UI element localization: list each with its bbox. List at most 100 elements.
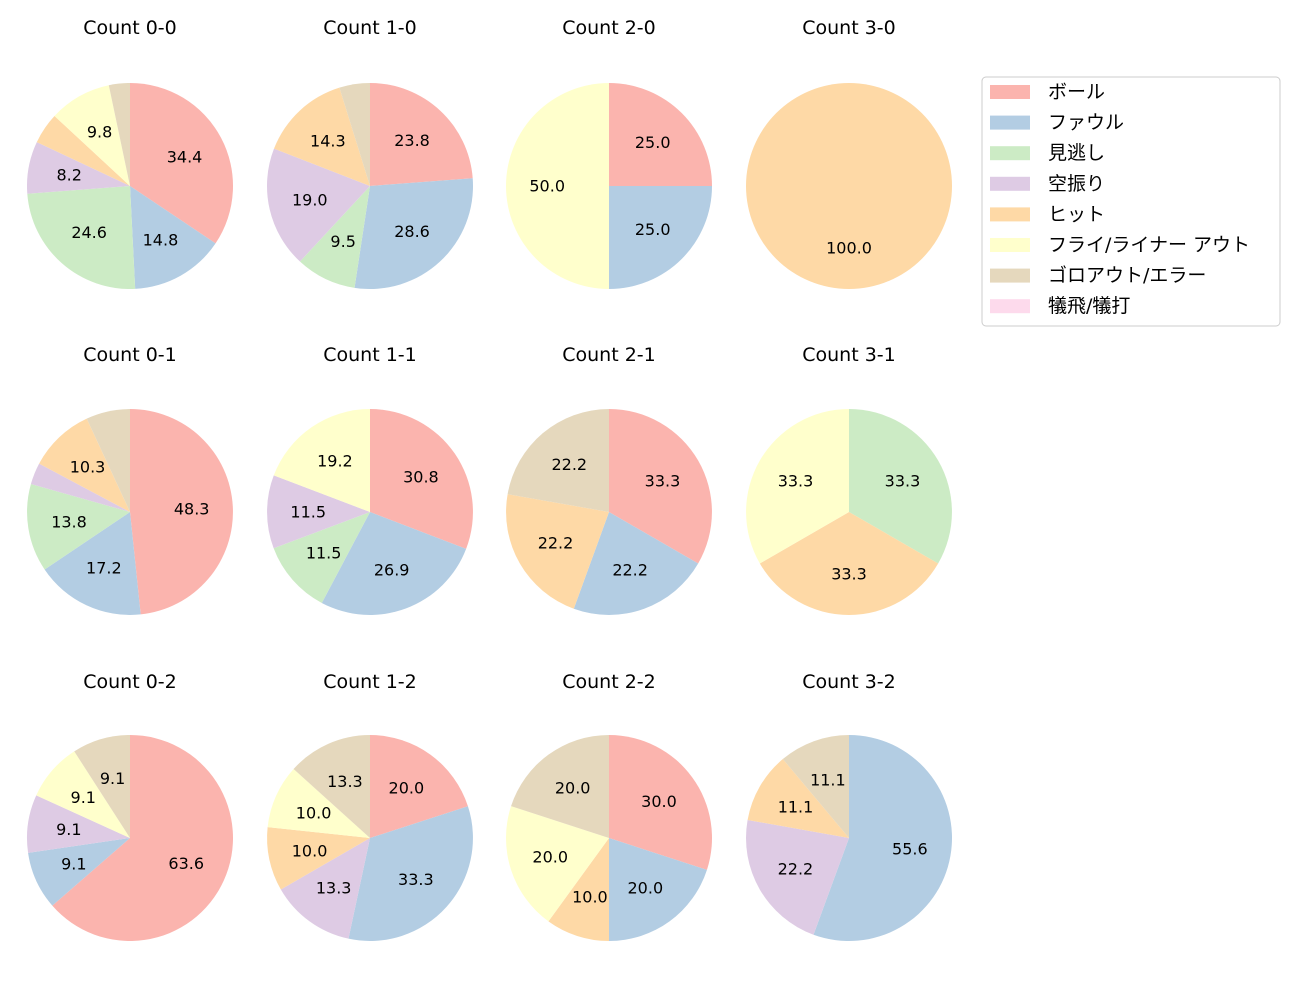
slice-value-label: 8.2 [56,165,81,184]
slice-value-label: 26.9 [374,560,410,579]
slice-value-label: 19.0 [292,190,328,209]
slice-value-label: 11.5 [290,502,326,521]
slice-value-label: 14.8 [143,230,179,249]
pie-title: Count 1-2 [323,671,417,693]
legend-swatch [990,85,1030,99]
pie-slice [370,83,473,186]
slice-value-label: 13.3 [316,878,352,897]
slice-value-label: 9.1 [61,854,86,873]
pie-slice [573,512,699,615]
pie-slice [267,148,370,262]
pie-slice [849,409,952,564]
pie-slice [813,735,952,941]
legend-swatch [990,146,1030,161]
slice-value-label: 9.1 [56,820,81,839]
legend-label: 空振り [1048,173,1105,195]
pie-title: Count 0-0 [83,17,177,39]
slice-value-label: 50.0 [529,177,565,196]
pie-slice [506,83,609,289]
pie-slice [28,838,130,906]
legend-swatch [990,268,1030,283]
legend-label: ヒット [1048,203,1105,225]
pie-slice [293,735,370,838]
pie-slice [280,838,370,939]
pie-slice [27,142,130,194]
slice-value-label: 33.3 [398,870,434,889]
pie-slice [609,409,712,564]
pie-title: Count 3-2 [802,671,896,693]
pie-slice [74,735,130,838]
pie-slice [108,83,130,186]
pie-slice [609,735,712,870]
slice-value-label: 30.0 [641,792,677,811]
pie-title: Count 1-1 [323,344,417,366]
legend-label: ファウル [1048,112,1124,134]
pie-panels: Count 0-0 34.4 14.8 24.6 8.2 9.8 Count 1-0 23.8… [27,17,952,941]
slice-value-label: 13.3 [327,772,363,791]
legend-frame [981,76,1281,327]
slice-value-label: 33.3 [778,472,814,491]
pie-title: Count 3-1 [802,344,896,366]
pie-panel: Count 2-0 25.0 25.0 50.0 [506,17,712,289]
pie-slice [27,186,136,289]
pie-slice [27,484,130,570]
legend-label: ゴロアウト/エラー [1048,265,1206,287]
pie-slice [782,735,849,838]
pie-title: Count 3-0 [802,17,896,39]
pie-panel: Count 1-1 30.8 26.9 11.5 11.5 19.2 [267,344,473,615]
pie-panel: Count 2-1 33.3 22.2 22.2 22.2 [506,344,712,615]
pie-panel: Count 2-2 30.0 20.0 10.0 20.0 20.0 [506,671,712,941]
slice-value-label: 9.8 [87,123,112,142]
pie-slice [44,512,141,615]
pie-panel: Count 1-2 20.0 33.3 13.3 10.0 10.0 13.3 [267,671,473,941]
slice-value-label: 20.0 [532,848,568,867]
pie-title: Count 2-1 [562,344,656,366]
slice-value-label: 30.8 [403,468,439,487]
pie-title: Count 2-2 [562,671,656,693]
pie-slice [506,806,609,922]
slice-value-label: 22.2 [612,561,648,580]
slice-value-label: 100.0 [826,238,872,257]
pie-slice [609,838,707,941]
pie-slice [267,475,370,549]
pie-slice [273,87,370,186]
pie-slice [507,409,609,512]
pie-slice [30,463,130,512]
slice-value-label: 10.0 [292,841,328,860]
pie-slice [506,494,609,609]
legend-label: ボール [1048,81,1105,103]
slice-value-label: 33.3 [885,472,921,491]
pie-slice [511,735,609,838]
pie-slice [39,418,131,512]
pie-title: Count 0-2 [83,671,177,693]
pie-slice [746,409,849,564]
pie-slice [54,85,130,186]
legend-swatch [990,176,1030,191]
pie-slice [609,83,712,186]
pie-panel: Count 0-0 34.4 14.8 24.6 8.2 9.8 [27,17,233,289]
pie-slice [746,819,849,935]
slice-value-label: 23.8 [394,131,430,150]
pie-panel: Count 0-1 48.3 17.2 13.8 10.3 [27,344,233,615]
slice-value-label: 55.6 [892,839,928,858]
slice-value-label: 34.4 [167,147,203,166]
legend-label: フライ/ライナー アウト [1048,234,1250,256]
pie-slice [348,806,473,941]
slice-value-label: 11.1 [778,798,814,817]
slice-value-label: 14.3 [310,131,346,150]
slice-value-label: 9.1 [100,769,125,788]
pie-panel: Count 3-2 55.6 22.2 11.1 11.1 [746,671,952,941]
slice-value-label: 11.1 [810,770,846,789]
slice-value-label: 25.0 [635,133,671,152]
legend-swatch [990,238,1030,252]
pie-panel: Count 3-0 100.0 [746,17,952,289]
slice-value-label: 20.0 [555,779,591,798]
pie-panel: Count 3-1 33.3 33.3 33.3 [746,344,952,615]
pie-title: Count 2-0 [562,17,656,39]
pie-slice [267,827,370,890]
pie-slice [321,512,467,615]
pie-slice [548,838,609,941]
slice-value-label: 24.6 [71,223,107,242]
